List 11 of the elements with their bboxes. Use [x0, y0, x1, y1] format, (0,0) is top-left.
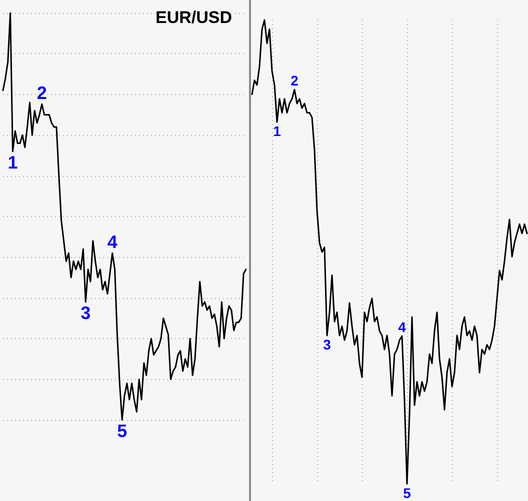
- chart-title: EUR/USD: [155, 8, 232, 27]
- annotation: 4: [107, 232, 118, 252]
- annotation: 1: [273, 123, 282, 140]
- annotation: 2: [36, 83, 47, 104]
- annotation: 5: [117, 421, 128, 441]
- annotation: 3: [323, 336, 332, 353]
- annotation: 4: [398, 318, 406, 335]
- annotation: 3: [80, 302, 91, 323]
- annotation: 1: [8, 152, 18, 172]
- annotation: 5: [403, 485, 412, 501]
- annotation: 2: [290, 72, 299, 89]
